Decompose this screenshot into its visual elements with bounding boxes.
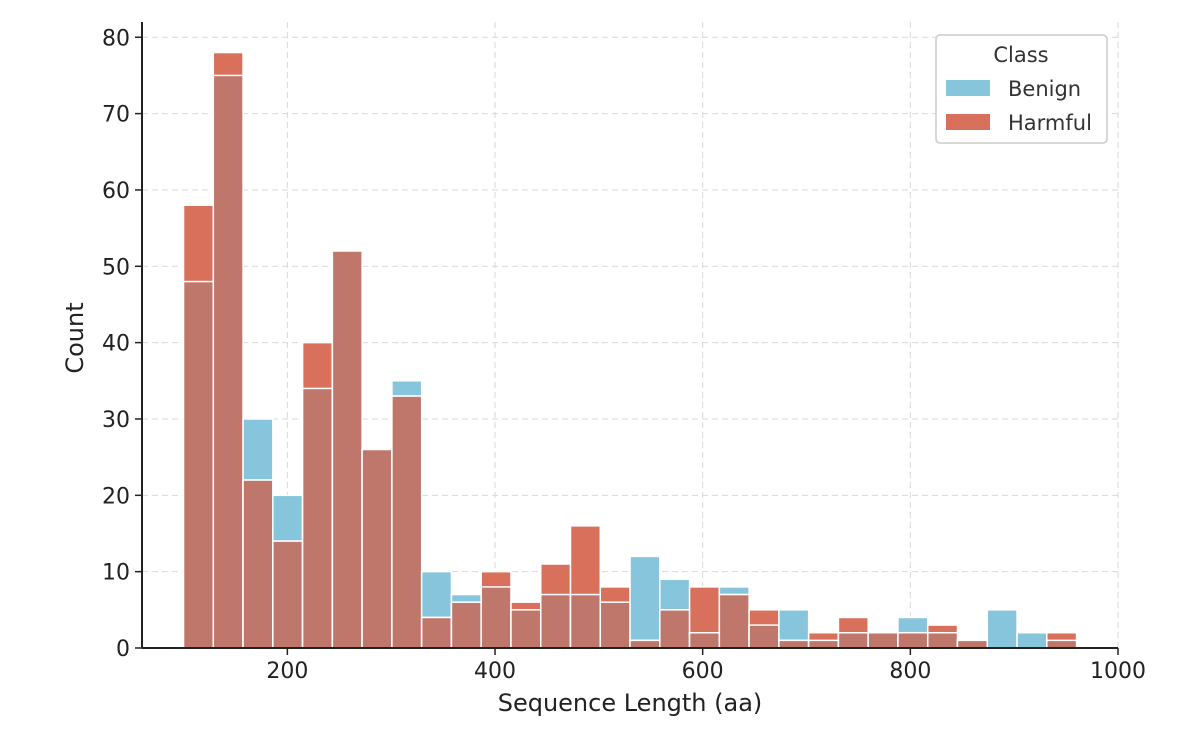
legend-swatch-harmful	[946, 114, 990, 130]
histogram-bin	[956, 639, 989, 649]
y-tick-label: 80	[102, 26, 130, 51]
bars	[182, 51, 1078, 649]
bar-overlap	[956, 639, 989, 649]
histogram-bin	[361, 448, 393, 649]
y-tick-label: 50	[102, 255, 130, 280]
histogram-bin	[629, 555, 661, 649]
histogram-bin	[301, 341, 334, 649]
x-tick-label: 200	[266, 659, 308, 684]
x-tick-label: 400	[474, 659, 516, 684]
histogram-bin	[420, 570, 453, 649]
histogram-bin	[986, 609, 1018, 649]
bar-overlap	[242, 479, 274, 649]
legend-label-harmful: Harmful	[1008, 111, 1092, 135]
histogram-bin	[718, 586, 750, 649]
bar-benign	[986, 609, 1018, 649]
legend: Class Benign Harmful	[935, 34, 1108, 144]
legend-label-benign: Benign	[1008, 77, 1081, 101]
histogram-bin	[212, 51, 244, 649]
bar-benign	[1016, 631, 1048, 649]
axes	[141, 22, 1118, 649]
bar-overlap	[837, 631, 869, 649]
bar-overlap	[599, 601, 631, 649]
bar-overlap	[450, 601, 482, 649]
histogram-bin	[331, 250, 363, 649]
bar-overlap	[272, 540, 304, 649]
y-tick-label: 40	[102, 332, 130, 357]
bar-overlap	[807, 639, 840, 649]
bar-overlap	[629, 639, 661, 649]
bar-overlap	[212, 74, 244, 649]
histogram-bin	[659, 578, 691, 649]
bar-overlap	[510, 609, 542, 649]
y-tick-label: 0	[116, 637, 130, 662]
bar-overlap	[301, 387, 334, 649]
histogram-bin	[897, 616, 929, 649]
histogram-bin	[867, 631, 899, 649]
histogram-bin	[688, 586, 721, 649]
histogram-bin	[569, 525, 602, 649]
bar-overlap	[778, 639, 810, 649]
histogram-bin	[272, 494, 304, 649]
y-tick-label: 30	[102, 408, 130, 433]
bar-benign	[629, 555, 661, 649]
x-tick-label: 1000	[1090, 659, 1146, 684]
bar-overlap	[361, 448, 393, 649]
legend-title: Class	[993, 43, 1048, 67]
histogram-bin	[599, 586, 631, 649]
bar-overlap	[1046, 639, 1078, 649]
bar-overlap	[420, 616, 453, 649]
histogram-bin	[510, 601, 542, 649]
bar-overlap	[897, 631, 929, 649]
histogram-bin	[182, 204, 215, 649]
histogram-bin	[539, 563, 572, 649]
bar-overlap	[926, 631, 959, 649]
y-tick-label: 10	[102, 561, 130, 586]
bar-overlap	[748, 624, 780, 649]
bar-overlap	[331, 250, 363, 649]
bar-overlap	[480, 586, 512, 649]
histogram-bin	[748, 609, 780, 649]
bar-overlap	[688, 631, 721, 649]
histogram-bin	[480, 570, 512, 649]
bar-overlap	[718, 593, 750, 649]
y-tick-label: 60	[102, 179, 130, 204]
x-axis-title: Sequence Length (aa)	[498, 689, 763, 717]
y-tick-label: 20	[102, 484, 130, 509]
bar-overlap	[569, 593, 602, 649]
histogram-bin	[242, 418, 274, 649]
histogram-bin	[778, 609, 810, 649]
bar-overlap	[867, 631, 899, 649]
legend-swatch-benign	[946, 80, 990, 96]
x-tick-label: 600	[682, 659, 724, 684]
y-axis-title: Count	[61, 302, 89, 373]
histogram-bin	[807, 631, 840, 649]
histogram-bin	[1016, 631, 1048, 649]
histogram-bin	[837, 616, 869, 649]
y-tick-label: 70	[102, 103, 130, 128]
histogram-bin	[1046, 631, 1078, 649]
histogram-bin	[450, 593, 482, 649]
x-tick-label: 800	[889, 659, 931, 684]
bar-overlap	[182, 280, 215, 649]
bar-overlap	[539, 593, 572, 649]
bar-overlap	[391, 395, 423, 649]
histogram-bin	[391, 380, 423, 649]
ticks: 0 10 20 30 40 50 60 70 80 200 400 600 800 1000	[102, 26, 1146, 684]
bar-overlap	[659, 609, 691, 649]
histogram-bin	[926, 624, 959, 649]
